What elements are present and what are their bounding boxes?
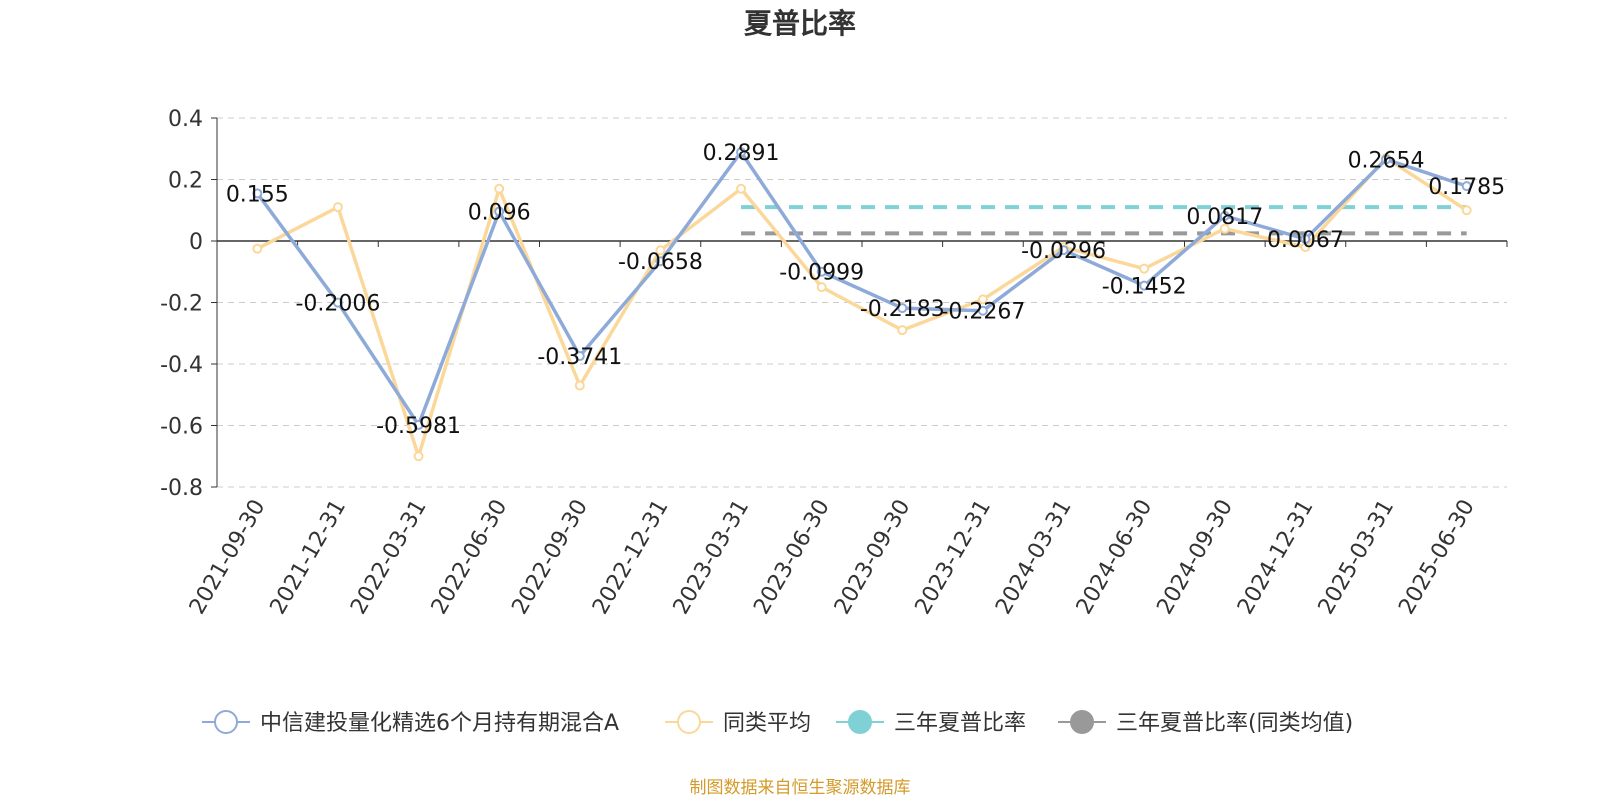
series-point bbox=[1461, 181, 1472, 192]
data-label: -0.5981 bbox=[376, 414, 461, 439]
series-line bbox=[255, 150, 1468, 427]
x-tick-label: 2023-09-30 bbox=[830, 496, 916, 619]
y-tick-label: -0.2 bbox=[160, 292, 203, 317]
series-point bbox=[1300, 233, 1311, 244]
data-label: -0.0999 bbox=[779, 261, 864, 286]
legend-swatch-marker bbox=[1070, 710, 1094, 734]
data-label: 0.0067 bbox=[1267, 228, 1344, 253]
data-label: -0.2267 bbox=[940, 300, 1025, 325]
series-point bbox=[897, 325, 908, 336]
legend-label: 三年夏普比率 bbox=[894, 711, 1026, 736]
legend-swatch-marker bbox=[214, 710, 238, 734]
series-point bbox=[1461, 205, 1472, 216]
series-point bbox=[816, 266, 827, 277]
series-point bbox=[252, 243, 263, 254]
series-point bbox=[252, 188, 263, 199]
y-tick-label: -0.4 bbox=[160, 353, 203, 378]
data-label: 0.155 bbox=[226, 182, 289, 207]
x-tick-label: 2025-06-30 bbox=[1394, 496, 1480, 619]
x-tick-label: 2024-09-30 bbox=[1152, 496, 1238, 619]
legend[interactable]: 中信建投量化精选6个月持有期混合A 同类平均 三年夏普比率 三年夏普比率(同类均值) bbox=[202, 710, 1353, 736]
series-point bbox=[574, 380, 585, 391]
legend-item[interactable]: 三年夏普比率(同类均值) bbox=[1058, 710, 1353, 736]
legend-item[interactable]: 中信建投量化精选6个月持有期混合A bbox=[202, 710, 619, 736]
x-tick-label: 2022-03-31 bbox=[346, 496, 432, 619]
legend-label: 三年夏普比率(同类均值) bbox=[1116, 711, 1353, 736]
x-tick-label: 2023-06-30 bbox=[749, 496, 835, 619]
data-label: 0.096 bbox=[468, 200, 531, 225]
data-label: -0.2006 bbox=[295, 292, 380, 317]
axes: 0.4 0.2 0 -0.2 -0.4 -0.6 -0.82021-09-302021-12… bbox=[160, 107, 1508, 619]
series-point bbox=[897, 303, 908, 314]
reference-lines bbox=[741, 205, 1467, 236]
data-label: -0.3741 bbox=[537, 345, 622, 370]
series-point bbox=[574, 351, 585, 362]
x-tick-label: 2024-06-30 bbox=[1072, 496, 1158, 619]
chart-title: 夏普比率 bbox=[744, 7, 856, 40]
series-point bbox=[1381, 154, 1392, 165]
legend-label: 中信建投量化精选6个月持有期混合A bbox=[260, 711, 619, 736]
source-note: 制图数据来自恒生聚源数据库 bbox=[690, 778, 911, 798]
x-tick-label: 2021-12-31 bbox=[266, 496, 352, 619]
series-point bbox=[332, 202, 343, 213]
series-point bbox=[977, 305, 988, 316]
legend-label: 同类平均 bbox=[723, 711, 811, 736]
y-tick-label: -0.6 bbox=[160, 415, 203, 440]
data-label: 0.2891 bbox=[703, 141, 780, 166]
data-label: -0.0296 bbox=[1021, 239, 1106, 264]
grid-lines bbox=[217, 117, 1507, 488]
series-point bbox=[736, 147, 747, 158]
x-tick-label: 2025-03-31 bbox=[1314, 496, 1400, 619]
series-point bbox=[1139, 280, 1150, 291]
data-labels: 0.155 -0.2006 -0.5981 0.096 -0.3741 -0.0658 0.… bbox=[226, 141, 1505, 439]
series-point bbox=[816, 282, 827, 293]
data-label: -0.0658 bbox=[618, 250, 703, 275]
x-tick-label: 2023-12-31 bbox=[911, 496, 997, 619]
series-point bbox=[736, 183, 747, 194]
data-label: 0.2654 bbox=[1348, 148, 1425, 173]
x-tick-label: 2022-09-30 bbox=[507, 496, 593, 619]
series-point bbox=[1219, 210, 1230, 221]
series-point bbox=[413, 419, 424, 430]
y-tick-label: 0.2 bbox=[168, 169, 203, 194]
series-point bbox=[655, 256, 666, 267]
y-tick-label: 0.4 bbox=[168, 107, 203, 132]
series-point bbox=[655, 245, 666, 256]
series-point bbox=[1058, 245, 1069, 256]
legend-item[interactable]: 三年夏普比率 bbox=[836, 710, 1026, 736]
x-tick-label: 2024-03-31 bbox=[991, 496, 1077, 619]
legend-swatch-marker bbox=[848, 710, 872, 734]
y-tick-label: 0 bbox=[189, 230, 203, 255]
y-tick-label: -0.8 bbox=[160, 476, 203, 501]
data-label: -0.1452 bbox=[1102, 275, 1187, 300]
series-point bbox=[494, 183, 505, 194]
series-point bbox=[977, 294, 988, 305]
series-point bbox=[1219, 223, 1230, 234]
series-point bbox=[1139, 263, 1150, 274]
series-point bbox=[413, 451, 424, 462]
x-tick-label: 2022-06-30 bbox=[427, 496, 513, 619]
x-tick-label: 2022-12-31 bbox=[588, 496, 674, 619]
x-tick-label: 2024-12-31 bbox=[1233, 496, 1319, 619]
data-label: 0.1785 bbox=[1428, 175, 1505, 200]
data-series bbox=[252, 147, 1472, 462]
x-tick-label: 2021-09-30 bbox=[185, 496, 271, 619]
data-label: -0.2183 bbox=[860, 297, 945, 322]
legend-swatch-marker bbox=[677, 710, 701, 734]
data-label: 0.0817 bbox=[1186, 205, 1263, 230]
x-tick-label: 2023-03-31 bbox=[669, 496, 755, 619]
legend-item[interactable]: 同类平均 bbox=[665, 710, 811, 736]
series-point bbox=[332, 297, 343, 308]
series-point bbox=[494, 206, 505, 217]
